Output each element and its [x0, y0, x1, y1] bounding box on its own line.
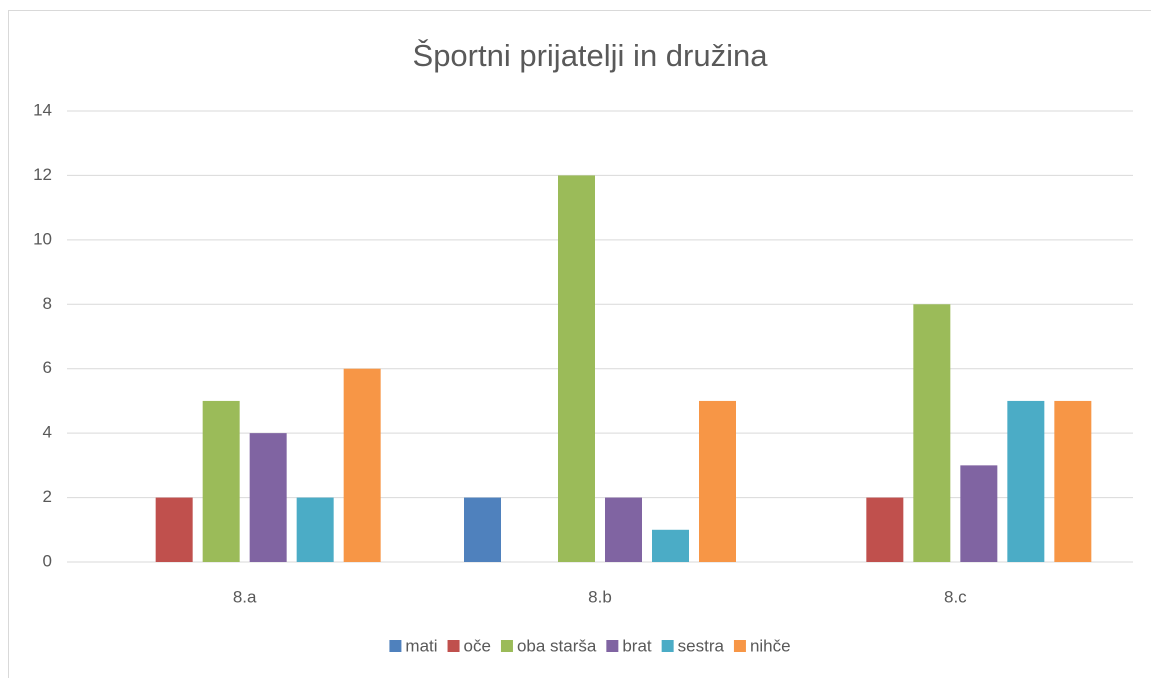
bar [343, 368, 381, 562]
legend-swatch [389, 640, 402, 652]
bar [155, 497, 193, 562]
bar [605, 497, 642, 562]
legend-label: oče [464, 636, 491, 655]
x-tick-label: 8.a [233, 587, 257, 606]
bar [464, 497, 501, 562]
bar [249, 433, 287, 562]
y-tick-label: 2 [43, 487, 52, 506]
chart-title: Športni prijatelji in družina [413, 38, 769, 73]
legend-swatch [500, 640, 513, 652]
bar [913, 304, 951, 562]
bar [202, 400, 240, 562]
y-tick-label: 12 [33, 165, 52, 184]
legend-swatch [733, 640, 746, 652]
x-tick-label: 8.c [944, 587, 967, 606]
legend-label: mati [405, 636, 437, 655]
bar [960, 465, 998, 562]
y-tick-label: 10 [33, 229, 52, 248]
y-tick-label: 14 [33, 100, 52, 119]
bar [296, 497, 334, 562]
legend-swatch [606, 640, 619, 652]
legend-label: nihče [750, 636, 791, 655]
y-tick-label: 6 [43, 358, 52, 377]
bar [699, 400, 736, 562]
y-tick-label: 8 [43, 294, 52, 313]
legend-label: brat [622, 636, 652, 655]
legend-label: sestra [678, 636, 725, 655]
legend-swatch [661, 640, 674, 652]
bar [652, 529, 689, 562]
bar [1007, 400, 1045, 562]
legend-swatch [447, 640, 460, 652]
y-tick-label: 0 [43, 551, 52, 570]
legend-label: oba starša [517, 636, 597, 655]
bar [558, 175, 595, 562]
bar [1054, 400, 1092, 562]
bar [866, 497, 904, 562]
y-tick-label: 4 [43, 423, 52, 442]
x-tick-label: 8.b [588, 587, 612, 606]
